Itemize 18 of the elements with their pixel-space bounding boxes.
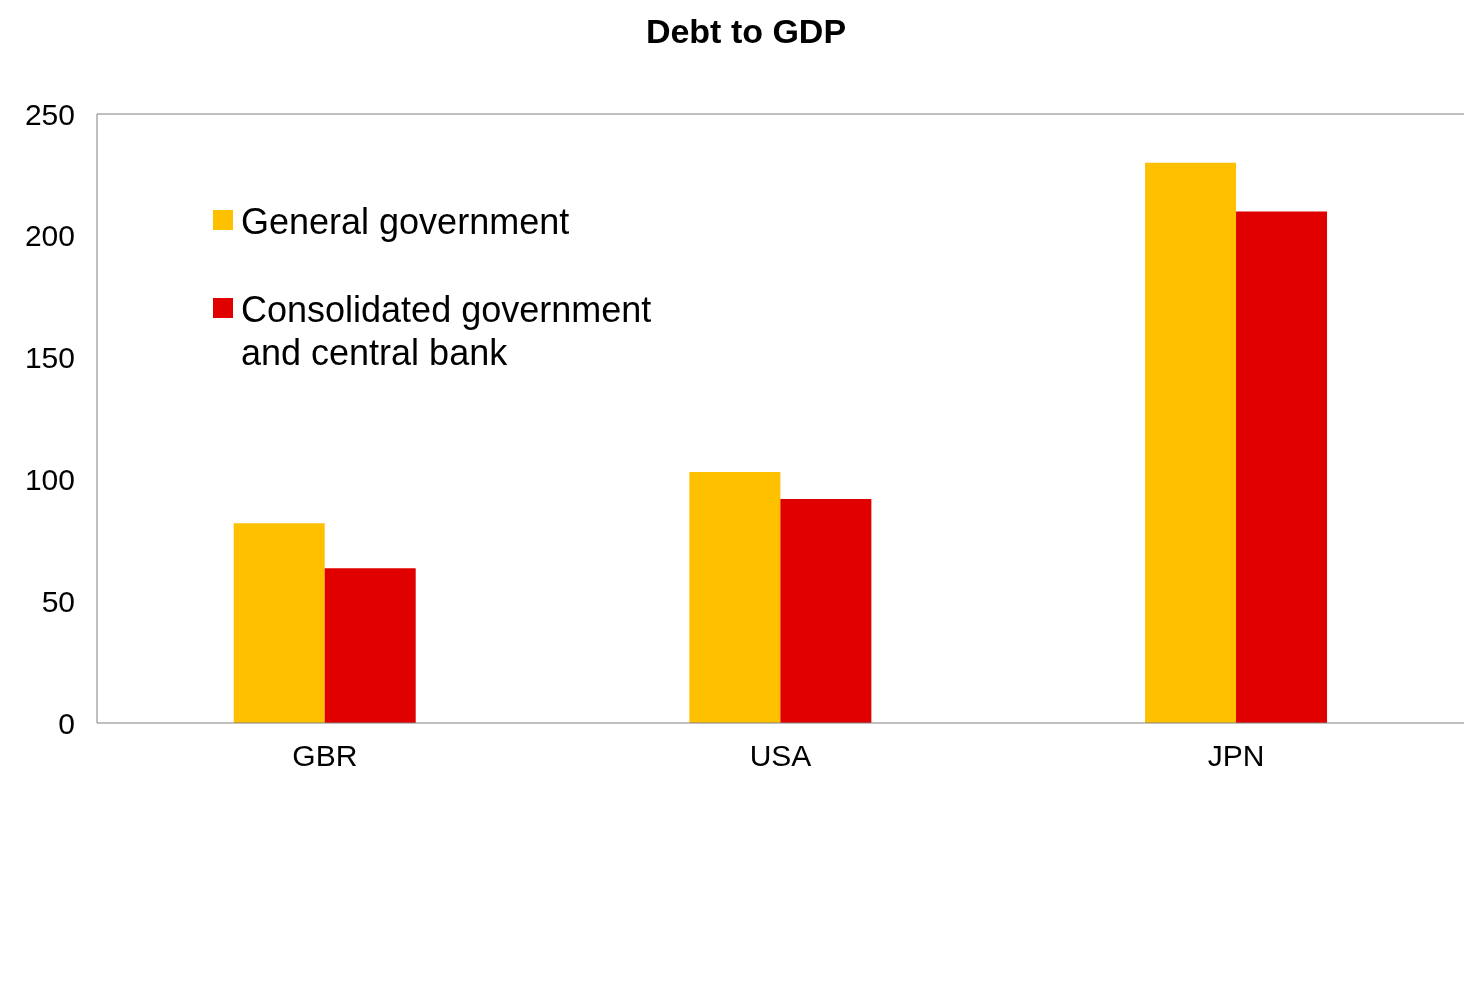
bar — [233, 523, 325, 723]
bar — [1145, 162, 1237, 723]
y-tick-label: 100 — [24, 463, 75, 497]
y-tick-label: 200 — [24, 219, 75, 253]
y-tick-label: 150 — [24, 341, 75, 375]
y-tick-label: 0 — [58, 706, 75, 740]
bar — [1236, 211, 1328, 723]
bar — [689, 472, 781, 723]
x-tick-label: USA — [749, 739, 812, 773]
chart-title: Debt to GDP — [644, 11, 848, 52]
legend-label: General government — [241, 200, 570, 243]
legend-label: Consolidated government and central bank — [241, 288, 653, 374]
y-tick-label: 50 — [41, 584, 75, 618]
bar — [324, 568, 416, 723]
x-tick-label: GBR — [292, 739, 358, 773]
bar — [780, 498, 872, 723]
x-tick-label: JPN — [1207, 739, 1265, 773]
y-tick-label: 250 — [24, 97, 75, 131]
